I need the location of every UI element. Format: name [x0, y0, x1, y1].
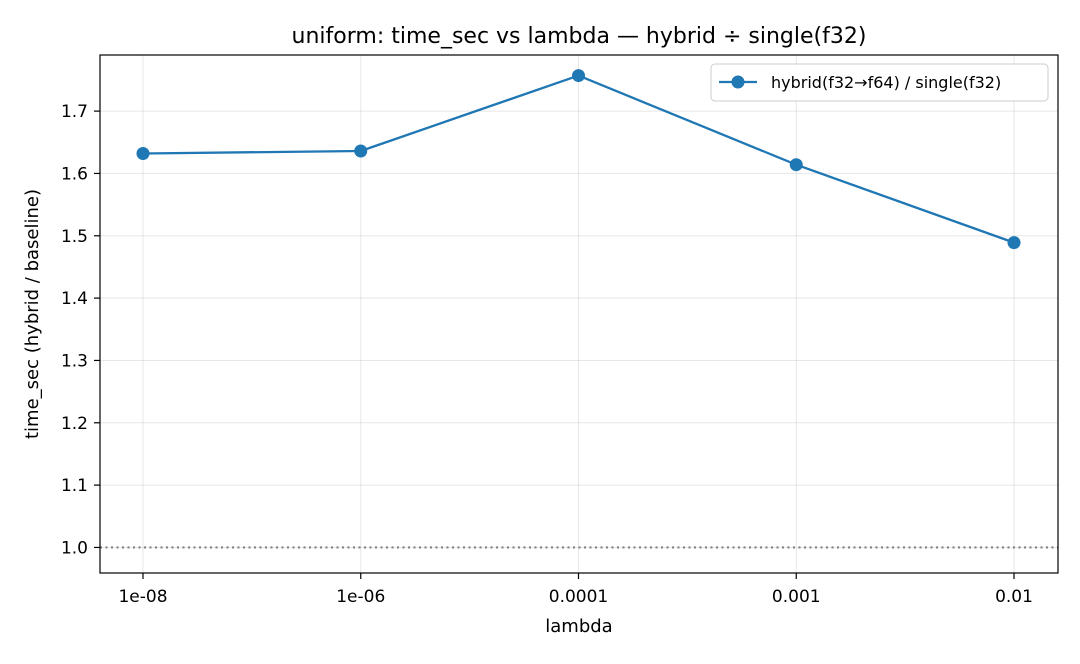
y-tick-label: 1.0: [61, 538, 88, 558]
legend-marker-swatch: [731, 75, 745, 89]
data-point: [789, 158, 803, 172]
y-tick-label: 1.2: [61, 414, 88, 434]
series-group: [136, 69, 1021, 250]
data-point: [354, 144, 368, 158]
x-tick-label: 0.01: [995, 587, 1033, 607]
data-point: [572, 69, 585, 83]
y-tick-label: 1.6: [61, 164, 88, 184]
chart-title: uniform: time_sec vs lambda — hybrid ÷ s…: [292, 24, 867, 49]
data-point: [136, 146, 150, 160]
y-tick-label: 1.5: [61, 227, 88, 247]
x-tick-label: 1e-08: [118, 587, 167, 607]
x-axis-label: lambda: [545, 616, 612, 637]
y-tick-label: 1.3: [61, 351, 88, 371]
legend: hybrid(f32→f64) / single(f32): [710, 63, 1049, 102]
x-tick-label: 0.0001: [549, 587, 608, 607]
x-tick-label: 0.001: [772, 587, 821, 607]
grid-lines: [100, 55, 1058, 573]
y-tick-label: 1.1: [61, 476, 88, 496]
y-axis-label: time_sec (hybrid / baseline): [22, 189, 43, 439]
legend-box: [710, 63, 1049, 102]
legend-entry-label: hybrid(f32→f64) / single(f32): [771, 73, 1001, 92]
y-tick-label: 1.4: [61, 289, 88, 309]
x-tick-label: 1e-06: [336, 587, 385, 607]
y-tick-label: 1.7: [61, 102, 88, 122]
x-axis-ticks: 1e-08 1e-06 0.0001 0.001 0.01: [118, 573, 1033, 607]
data-point: [1007, 236, 1021, 250]
y-axis-ticks: 1.0 1.1 1.2 1.3 1.4 1.5 1.6 1.7: [61, 102, 100, 558]
